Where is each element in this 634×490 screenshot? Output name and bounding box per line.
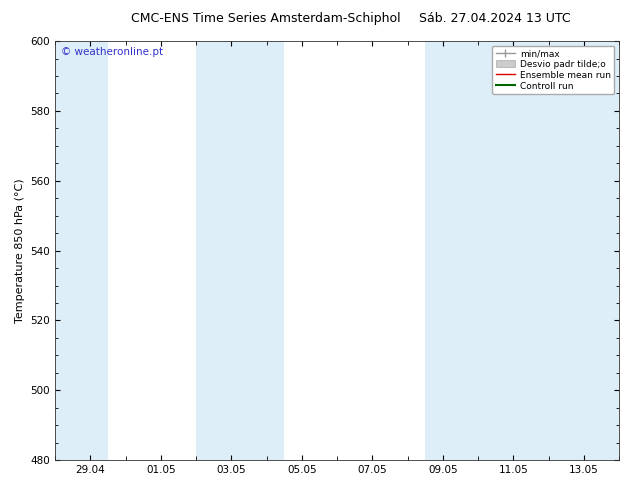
Bar: [196, 41, 284, 460]
Text: Sáb. 27.04.2024 13 UTC: Sáb. 27.04.2024 13 UTC: [418, 12, 571, 25]
Text: © weatheronline.pt: © weatheronline.pt: [61, 48, 163, 57]
Text: CMC-ENS Time Series Amsterdam-Schiphol: CMC-ENS Time Series Amsterdam-Schiphol: [131, 12, 401, 25]
Legend: min/max, Desvio padr tilde;o, Ensemble mean run, Controll run: min/max, Desvio padr tilde;o, Ensemble m…: [492, 46, 614, 94]
Bar: [55, 41, 108, 460]
Y-axis label: Temperature 850 hPa (°C): Temperature 850 hPa (°C): [15, 178, 25, 323]
Bar: [425, 41, 619, 460]
